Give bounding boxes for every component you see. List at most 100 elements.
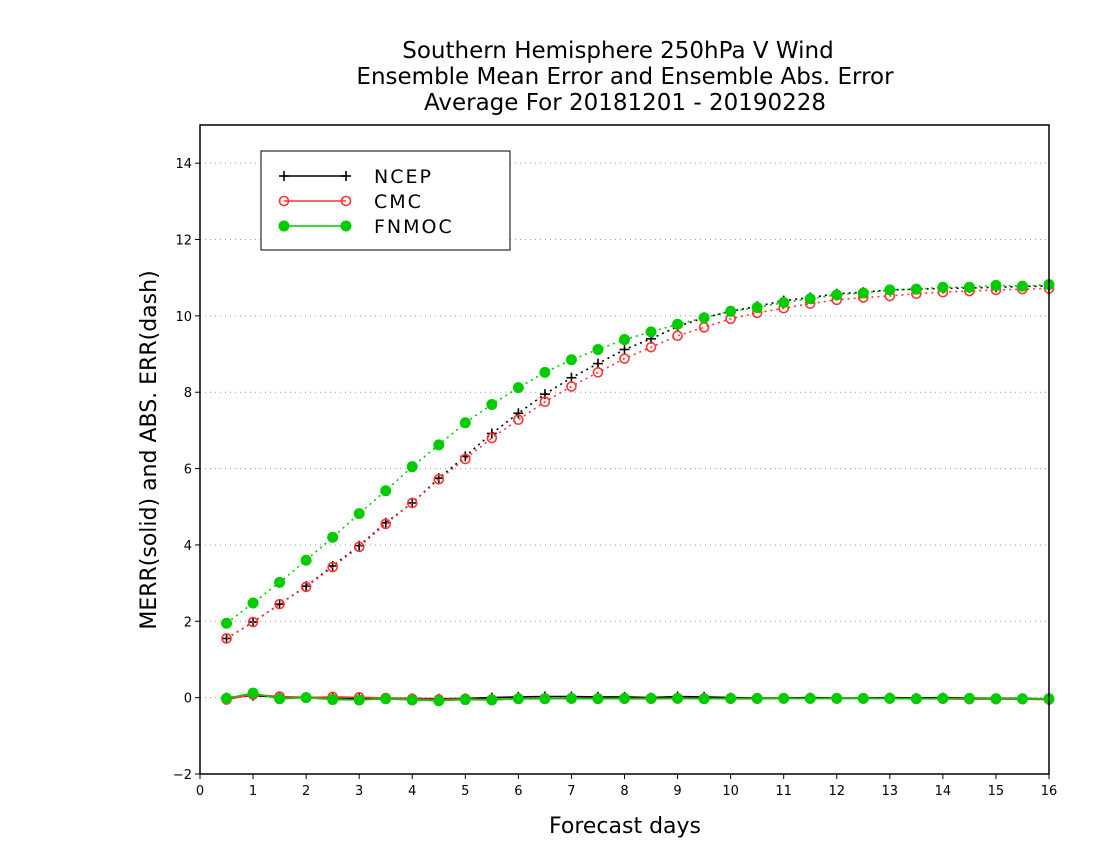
merr-point-fnmoc	[725, 692, 737, 704]
abs-err-point-ncep	[274, 599, 285, 610]
abs-err-point-cmc	[672, 330, 683, 342]
x-tick-label: 15	[988, 784, 1005, 799]
abs-err-point-fnmoc	[380, 485, 392, 497]
merr-point-fnmoc	[380, 693, 392, 705]
x-tick-label: 8	[620, 784, 628, 799]
merr-point-fnmoc	[672, 692, 684, 704]
x-tick-label: 5	[461, 784, 469, 799]
abs-err-line-fnmoc	[226, 283, 1050, 624]
abs-err-point-cmc	[433, 473, 445, 485]
abs-err-point-cmc	[460, 453, 471, 465]
x-tick-label: 12	[828, 784, 845, 799]
abs-err-point-cmc	[327, 561, 338, 573]
abs-err-point-fnmoc	[645, 326, 657, 338]
abs-err-point-fnmoc	[486, 398, 498, 410]
y-tick-label: 12	[175, 234, 192, 249]
abs-err-point-fnmoc	[221, 617, 233, 629]
abs-err-point-fnmoc	[1016, 280, 1028, 292]
y-tick-label: 10	[175, 310, 192, 325]
legend-item-cmc: CMC	[278, 191, 423, 213]
series-layer	[221, 279, 1055, 707]
abs-err-line-ncep	[226, 285, 1050, 640]
merr-point-fnmoc	[512, 693, 524, 705]
abs-err-point-cmc	[566, 381, 577, 392]
abs-err-point-fnmoc	[592, 343, 604, 355]
merr-point-fnmoc	[300, 692, 312, 704]
abs-err-point-fnmoc	[963, 281, 975, 293]
abs-err-point-fnmoc	[910, 283, 922, 295]
merr-point-fnmoc	[486, 694, 498, 706]
y-tick-label: 14	[175, 157, 192, 172]
merr-point-fnmoc	[963, 692, 975, 704]
abs-err-point-cmc	[592, 367, 604, 378]
abs-err-point-cmc	[539, 396, 551, 408]
x-tick-label: 11	[775, 784, 792, 799]
abs-err-point-cmc	[486, 432, 498, 444]
abs-err-point-fnmoc	[512, 382, 524, 394]
abs-err-point-cmc	[300, 581, 312, 593]
abs-err-point-cmc	[274, 598, 285, 610]
y-tick-label: 8	[184, 386, 192, 401]
merr-point-fnmoc	[990, 693, 1002, 705]
x-tick-label: 2	[302, 784, 310, 799]
chart-title-line-2: Ensemble Mean Error and Ensemble Abs. Er…	[356, 64, 894, 90]
legend-marker-end	[340, 220, 352, 232]
abs-err-point-fnmoc	[274, 576, 286, 588]
abs-err-point-fnmoc	[459, 417, 471, 429]
merr-point-fnmoc	[459, 694, 471, 706]
abs-err-point-fnmoc	[565, 354, 577, 366]
abs-err-point-cmc	[247, 616, 259, 628]
plot-frame	[199, 124, 1050, 775]
merr-point-fnmoc	[937, 692, 949, 704]
x-tick-label: 13	[882, 784, 899, 799]
abs-err-point-cmc	[406, 497, 418, 509]
legend-item-fnmoc: FNMOC	[278, 216, 452, 238]
merr-point-fnmoc	[539, 693, 551, 705]
x-tick-label: 16	[1041, 784, 1058, 799]
series-cmc	[221, 283, 1055, 705]
legend-label-cmc: CMC	[374, 191, 423, 213]
abs-err-point-fnmoc	[884, 284, 896, 296]
merr-point-fnmoc	[698, 693, 710, 705]
x-tick-label: 10	[722, 784, 739, 799]
abs-err-point-cmc	[380, 518, 392, 530]
legend-marker-start	[278, 220, 290, 232]
merr-point-fnmoc	[857, 692, 869, 704]
y-tick-label: 2	[184, 615, 192, 630]
x-axis-title: Forecast days	[549, 814, 701, 839]
abs-err-point-ncep	[619, 344, 630, 355]
abs-err-point-fnmoc	[831, 289, 843, 301]
merr-point-fnmoc	[565, 692, 577, 704]
chart-title-line-1: Southern Hemisphere 250hPa V Wind	[402, 38, 833, 64]
x-tick-label: 9	[673, 784, 681, 799]
merr-point-fnmoc	[433, 695, 445, 707]
abs-err-point-fnmoc	[751, 301, 763, 313]
x-tick-label: 6	[514, 784, 522, 799]
abs-err-point-ncep	[513, 408, 524, 419]
abs-err-point-ncep	[407, 497, 418, 508]
y-tick-label: 6	[184, 463, 192, 478]
x-tick-label: 1	[249, 784, 257, 799]
abs-err-point-cmc	[353, 541, 365, 553]
y-tick-label: 4	[184, 539, 192, 554]
x-tick-label: 0	[196, 784, 204, 799]
merr-point-fnmoc	[645, 692, 657, 704]
abs-err-point-fnmoc	[539, 366, 551, 378]
abs-err-point-fnmoc	[672, 318, 684, 330]
legend-marker-end	[340, 195, 352, 207]
merr-point-fnmoc	[247, 687, 259, 699]
abs-err-point-fnmoc	[406, 461, 418, 473]
abs-err-point-fnmoc	[247, 597, 259, 609]
y-tick-label: 0	[184, 692, 192, 707]
legend-marker-start	[279, 171, 289, 181]
x-tick-label: 4	[408, 784, 416, 799]
abs-err-point-cmc	[619, 353, 630, 364]
abs-err-point-cmc	[698, 322, 710, 333]
abs-err-point-fnmoc	[327, 531, 339, 543]
merr-point-fnmoc	[804, 692, 816, 704]
merr-point-fnmoc	[884, 692, 896, 704]
series-fnmoc	[221, 279, 1055, 707]
abs-err-point-fnmoc	[725, 305, 737, 317]
